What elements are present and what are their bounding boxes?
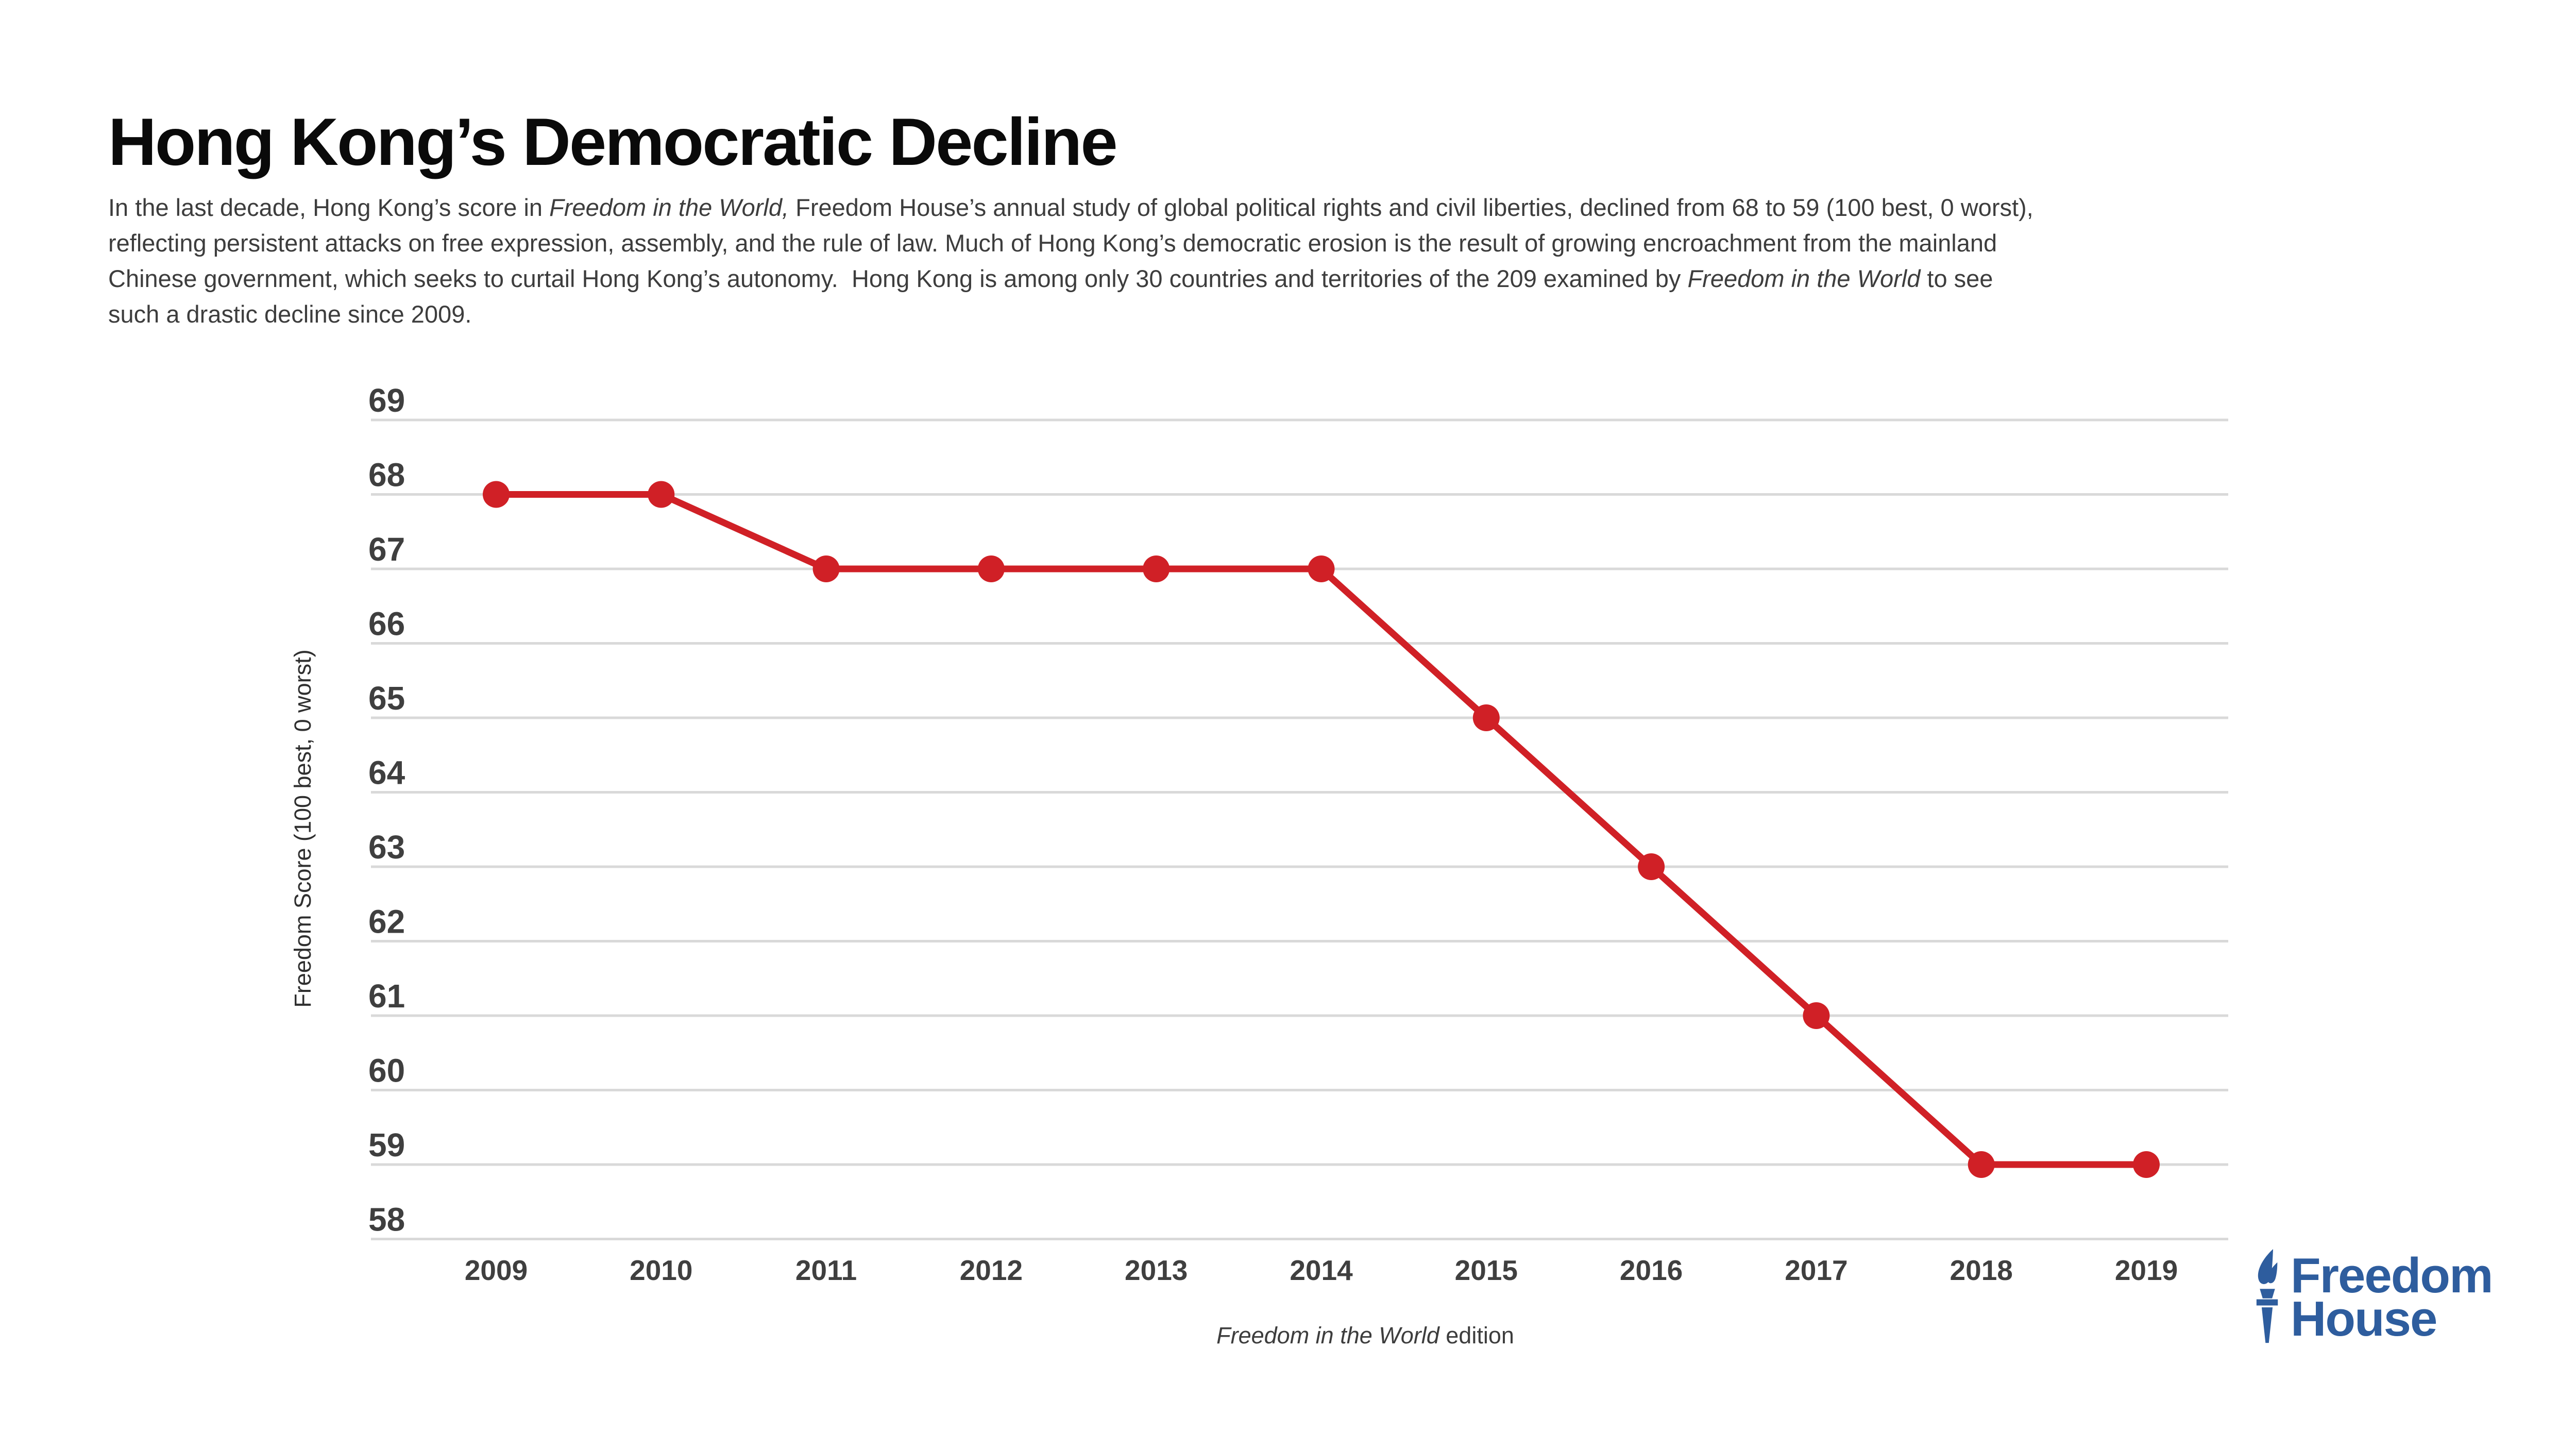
trend-line [496,491,2146,1168]
intro-paragraph-segment: Freedom House’s annual study of global p… [789,194,2033,221]
torch-icon [2256,1249,2278,1343]
x-tick-label: 2019 [2115,1254,2178,1286]
y-tick-label: 65 [368,680,405,717]
data-point [1638,853,1665,880]
y-tick-label: 60 [368,1052,405,1089]
freedom-house-logo: Freedom House [2256,1244,2493,1347]
y-tick-label: 61 [368,978,405,1015]
intro-paragraph-segment: In the last decade, Hong Kong’s score in [108,194,550,221]
x-tick-label: 2014 [1290,1254,1353,1286]
intro-paragraph-segment: Chinese government, which seeks to curta… [108,265,1688,292]
x-tick-label: 2009 [465,1254,528,1286]
y-tick-label: 69 [368,382,405,419]
intro-paragraph-segment: reflecting persistent attacks on free ex… [108,229,1997,257]
data-point [483,481,510,508]
x-tick-label: 2018 [1950,1254,2013,1286]
page-title: Hong Kong’s Democratic Decline [108,104,1118,179]
y-tick-label: 63 [368,829,405,866]
x-tick-label: 2013 [1125,1254,1188,1286]
y-tick-label: 68 [368,457,405,494]
y-tick-label: 62 [368,903,405,940]
intro-paragraph-segment: Freedom in the World [1687,265,1921,292]
intro-paragraph: In the last decade, Hong Kong’s score in… [108,190,2504,332]
intro-paragraph-segment: Freedom in the World, [549,194,789,221]
x-axis-label: Freedom in the World edition [1216,1322,1514,1349]
data-point [648,481,675,508]
x-tick-label: 2015 [1455,1254,1518,1286]
logo-line-freedom: Freedom [2291,1248,2493,1303]
logo-line-house: House [2291,1291,2437,1346]
data-point [812,555,840,582]
data-point [1968,1151,1995,1178]
data-point [977,555,1005,582]
y-axis-label: Freedom Score (100 best, 0 worst) [290,649,316,1008]
data-point [1472,704,1500,731]
x-tick-label: 2017 [1785,1254,1848,1286]
data-point [1143,555,1170,582]
intro-paragraph-segment: to see [1920,265,1993,292]
x-tick-label: 2016 [1620,1254,1683,1286]
data-point [2133,1151,2160,1178]
y-tick-label: 64 [368,754,405,791]
x-tick-label: 2011 [795,1254,857,1286]
y-tick-label: 58 [368,1201,405,1238]
x-axis-label-italic: Freedom in the World [1216,1322,1439,1349]
y-tick-label: 59 [368,1126,405,1164]
intro-paragraph-segment: such a drastic decline since 2009. [108,300,472,328]
data-point [1803,1002,1830,1029]
x-tick-label: 2010 [630,1254,692,1286]
x-axis-label-regular: edition [1439,1322,1514,1349]
y-tick-label: 66 [368,605,405,643]
data-point [1308,555,1335,582]
logo-wordmark: Freedom House [2291,1248,2493,1346]
y-tick-label: 67 [368,531,405,568]
x-tick-label: 2012 [960,1254,1023,1286]
